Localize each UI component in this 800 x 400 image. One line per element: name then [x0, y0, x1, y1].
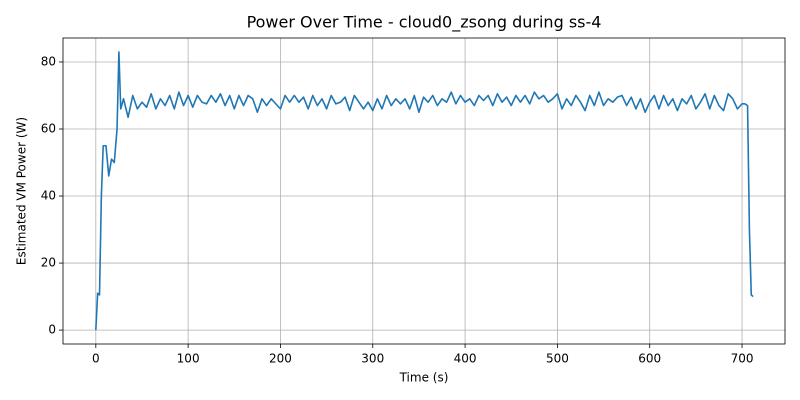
- x-tick-label: 600: [638, 352, 661, 366]
- x-tick-label: 100: [177, 352, 200, 366]
- x-axis-label: Time (s): [399, 371, 449, 385]
- plot-frame: [62, 37, 786, 345]
- x-tick-label: 0: [92, 352, 100, 366]
- data-line: [95, 51, 754, 331]
- y-tick-label: 60: [41, 121, 56, 135]
- x-tick-label: 700: [731, 352, 754, 366]
- x-tick-label: 500: [546, 352, 569, 366]
- x-tick-label: 300: [361, 352, 384, 366]
- y-tick-label: 80: [41, 54, 56, 68]
- x-tick-label: 400: [454, 352, 477, 366]
- y-axis-label: Estimated VM Power (W): [15, 117, 29, 265]
- chart-title: Power Over Time - cloud0_zsong during ss…: [247, 13, 602, 33]
- y-tick-label: 20: [41, 256, 56, 270]
- y-tick-label: 0: [48, 323, 56, 337]
- x-tick-label: 200: [269, 352, 292, 366]
- y-tick-label: 40: [41, 189, 56, 203]
